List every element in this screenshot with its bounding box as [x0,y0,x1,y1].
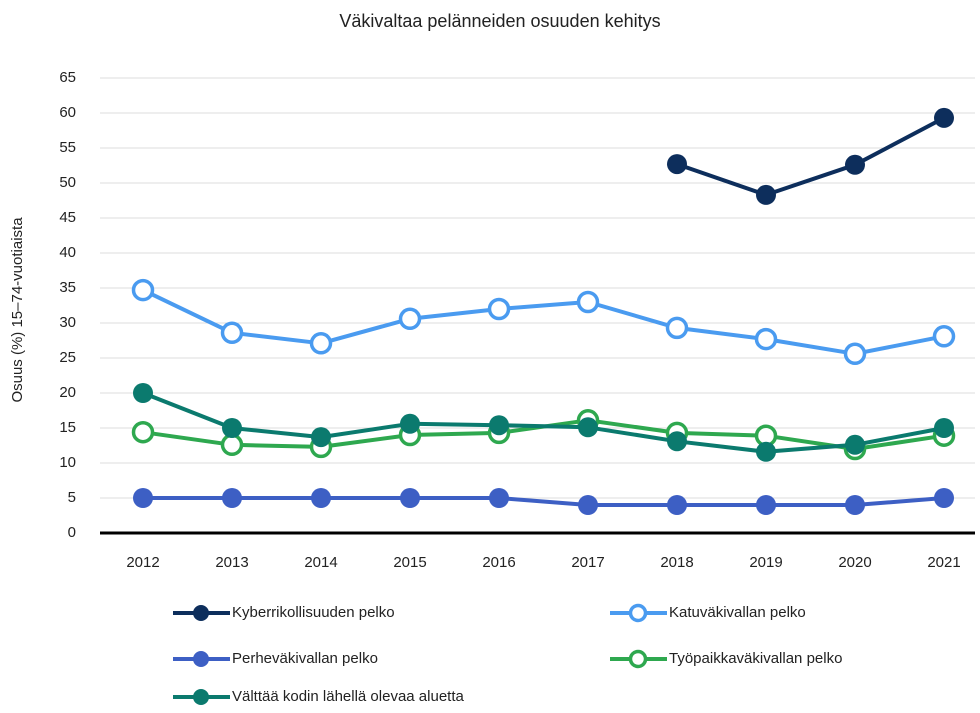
data-point [845,495,865,515]
data-point [222,488,242,508]
y-tick-label: 60 [59,104,76,121]
data-point [845,434,865,455]
legend-label: Työpaikkaväkivallan pelko [669,650,842,667]
data-point [400,488,420,508]
x-tick-label: 2017 [571,554,604,571]
data-point [934,488,954,508]
legend-marker [193,689,209,705]
data-point [131,278,155,302]
legend-marker [628,603,648,623]
x-tick-label: 2013 [215,554,248,571]
data-point [309,332,333,355]
legend-label: Kyberrikollisuuden pelko [232,604,395,621]
x-tick-label: 2021 [927,554,960,571]
data-point [756,441,776,462]
y-tick-label: 15 [59,419,76,436]
x-tick-label: 2012 [126,554,159,571]
y-tick-label: 50 [59,174,76,191]
legend-marker [193,605,209,621]
y-tick-label: 10 [59,454,76,471]
data-point [576,290,600,314]
legend-label: Katuväkivallan pelko [669,604,806,621]
series-line [142,288,945,356]
legend-label: Perheväkivallan pelko [232,650,378,667]
data-point [754,327,778,351]
y-tick-label: 55 [59,139,76,156]
x-tick-label: 2018 [660,554,693,571]
data-point [220,321,244,345]
data-point [133,383,153,403]
data-point [756,184,776,205]
x-tick-label: 2015 [393,554,426,571]
data-point [667,495,687,515]
data-point [220,433,244,457]
y-tick-label: 30 [59,314,76,331]
data-point [667,154,687,175]
series-line [676,116,945,197]
data-point [845,154,865,175]
y-tick-label: 0 [68,524,76,541]
x-tick-label: 2020 [838,554,871,571]
legend-marker [628,649,648,669]
data-point [487,297,511,321]
data-point [222,418,242,438]
x-tick-label: 2014 [304,554,337,571]
y-axis-label: Osuus (%) 15–74-vuotiaista [9,217,26,403]
data-point [578,417,598,438]
y-tick-label: 65 [59,69,76,86]
y-tick-label: 45 [59,209,76,226]
data-point [131,420,155,444]
chart-title: Väkivaltaa pelänneiden osuuden kehitys [339,11,660,31]
legend-marker [193,651,209,667]
data-point [398,307,422,331]
data-point [667,431,687,452]
data-point [756,495,776,515]
data-point [311,427,331,448]
y-tick-label: 40 [59,244,76,261]
data-point [843,342,867,366]
series-line [142,391,945,454]
y-tick-label: 35 [59,279,76,296]
legend-label: Välttää kodin lähellä olevaa aluetta [232,688,464,705]
data-point [934,107,954,128]
data-point [311,488,331,508]
data-point [665,316,689,340]
x-tick-label: 2019 [749,554,782,571]
data-point [489,415,509,436]
y-tick-label: 20 [59,384,76,401]
y-tick-label: 25 [59,349,76,366]
data-point [400,413,420,434]
y-tick-label: 5 [68,489,76,506]
data-point [578,495,598,515]
series-line [143,496,945,507]
data-point [489,488,509,508]
data-point [133,488,153,508]
x-tick-label: 2016 [482,554,515,571]
data-point [932,325,956,348]
data-point [934,418,954,438]
